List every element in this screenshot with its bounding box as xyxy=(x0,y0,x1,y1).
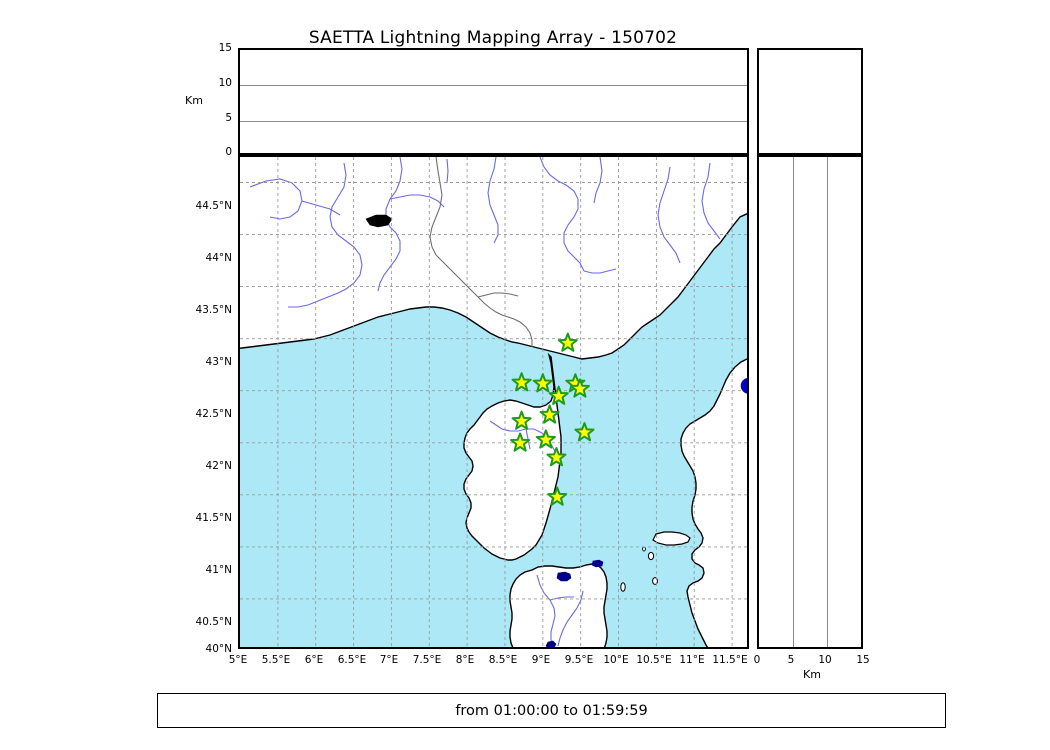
lat-tick-42: 42°N xyxy=(205,460,232,472)
station-star-marker xyxy=(569,378,590,398)
right-gridline-10 xyxy=(827,157,828,647)
right-tick-15: 15 xyxy=(856,654,870,666)
rivers-layer xyxy=(249,157,721,647)
page-title: SAETTA Lightning Mapping Array - 150702 xyxy=(308,28,678,48)
right-tick-5: 5 xyxy=(787,654,795,666)
station-star-marker xyxy=(511,410,532,430)
station-star-marker xyxy=(539,404,560,424)
lake-geneva xyxy=(365,214,393,228)
lat-tick-40-5: 40.5°N xyxy=(195,616,232,628)
lon-tick-6: 6°E xyxy=(304,654,324,666)
lon-tick-11-5: 11.5°E xyxy=(712,654,748,666)
altitude-axis-label: Km xyxy=(185,94,203,107)
source-dot-marker xyxy=(740,377,747,394)
station-star-marker xyxy=(557,332,578,352)
lon-tick-5: 5°E xyxy=(228,654,248,666)
coastline-elba xyxy=(652,531,691,546)
lake-italy xyxy=(591,559,604,568)
islet-capraia xyxy=(647,551,655,561)
station-star-marker xyxy=(548,385,569,405)
right-altitude-panel[interactable] xyxy=(757,155,863,649)
right-gridline-5 xyxy=(792,157,794,647)
coastline-corsica xyxy=(463,352,562,561)
borders-layer xyxy=(429,157,533,347)
lon-tick-6-5: 6.5°E xyxy=(337,654,367,666)
islet-gorgona xyxy=(642,546,646,552)
lat-tick-43: 43°N xyxy=(205,356,232,368)
lon-tick-9-5: 9.5°E xyxy=(564,654,594,666)
time-range-text: from 01:00:00 to 01:59:59 xyxy=(455,702,648,719)
lon-tick-8-5: 8.5°E xyxy=(488,654,518,666)
station-star-marker xyxy=(510,432,531,452)
lon-tick-7-5: 7.5°E xyxy=(412,654,442,666)
altitude-tick-0: 0 xyxy=(225,146,232,158)
lon-tick-5-5: 5.5°E xyxy=(261,654,291,666)
lon-tick-7: 7°E xyxy=(379,654,399,666)
station-star-marker xyxy=(511,372,532,392)
station-star-marker xyxy=(574,422,595,442)
lat-tick-43-5: 43.5°N xyxy=(195,304,232,316)
lat-tick-41-5: 41.5°N xyxy=(195,512,232,524)
altitude-tick-5: 5 xyxy=(225,112,232,124)
source-markers-layer xyxy=(740,377,747,394)
islet-montecristo xyxy=(620,582,626,592)
time-range-status-bar[interactable]: from 01:00:00 to 01:59:59 xyxy=(157,693,946,728)
station-star-marker xyxy=(546,447,567,467)
right-axis-label: Km xyxy=(803,668,821,681)
altitude-tick-10: 10 xyxy=(218,77,232,89)
lat-tick-40: 40°N xyxy=(205,643,232,655)
map-gridlines xyxy=(240,157,747,647)
lon-tick-9: 9°E xyxy=(531,654,551,666)
right-tick-10: 10 xyxy=(818,654,832,666)
lake-omodeo xyxy=(556,571,572,582)
lat-tick-44-5: 44.5°N xyxy=(195,200,232,212)
lat-tick-42-5: 42.5°N xyxy=(195,408,232,420)
lon-tick-10-5: 10.5°E xyxy=(636,654,672,666)
lat-tick-41: 41°N xyxy=(205,564,232,576)
top-altitude-panel[interactable] xyxy=(238,48,749,155)
coastline-mainland xyxy=(240,157,747,360)
top-gridline-10 xyxy=(240,85,747,87)
lon-tick-11: 11°E xyxy=(679,654,705,666)
corner-panel[interactable] xyxy=(757,48,863,155)
top-gridline-5 xyxy=(240,120,747,122)
station-star-marker xyxy=(535,429,556,449)
map-panel[interactable] xyxy=(238,155,749,649)
lon-tick-10: 10°E xyxy=(603,654,629,666)
station-star-marker xyxy=(547,486,568,506)
map-canvas xyxy=(240,157,747,647)
lat-tick-44: 44°N xyxy=(205,252,232,264)
right-tick-0: 0 xyxy=(753,654,761,666)
station-star-marker xyxy=(532,373,553,393)
lake-south xyxy=(545,640,557,647)
station-markers-layer xyxy=(510,332,595,506)
altitude-tick-15: 15 xyxy=(218,42,232,54)
coastline-italy-west xyxy=(680,358,747,647)
lon-tick-8: 8°E xyxy=(455,654,475,666)
